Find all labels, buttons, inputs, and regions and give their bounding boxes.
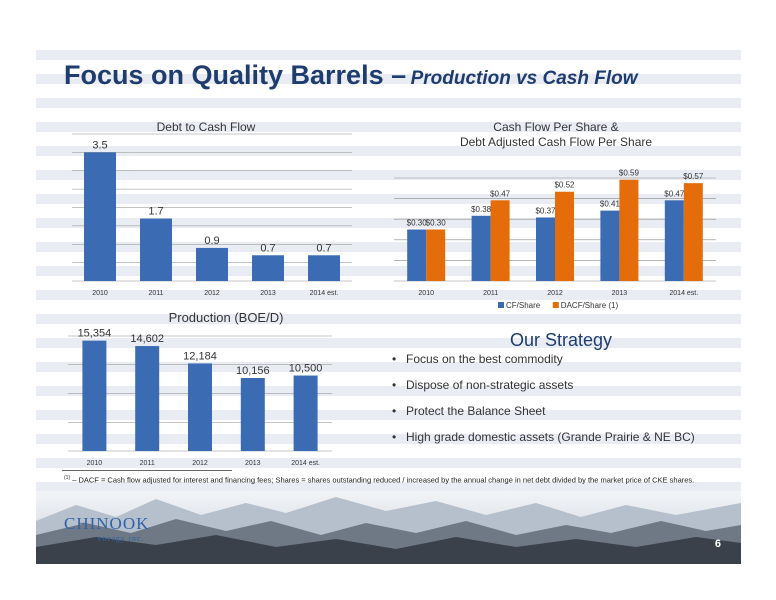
strategy-item: • High grade domestic assets (Grande Prai… (392, 430, 695, 456)
bar (84, 152, 116, 281)
tick-label: 2012 (204, 290, 220, 297)
cashflow-chart-title-line1: Cash Flow Per Share & (493, 120, 619, 134)
bar (188, 363, 212, 451)
cashflow-chart-title-line2: Debt Adjusted Cash Flow Per Share (459, 135, 653, 149)
bullet-icon: • (392, 352, 397, 366)
data-label: 10,500 (289, 363, 323, 375)
tick-label: 2014 est. (291, 460, 320, 467)
bar (536, 217, 555, 281)
data-label: 1.7 (148, 206, 163, 218)
tick-label: 2011 (140, 460, 155, 467)
footnote-divider (62, 470, 232, 471)
data-label: $0.37 (535, 206, 556, 215)
data-label: 0.9 (204, 235, 219, 247)
bar (293, 375, 318, 451)
legend-label: DACF/Share (1) (561, 301, 619, 310)
debt-to-cash-flow-chart: 3.5 2010 1.7 2011 0.9 2012 0.7 2013 0.7 2014 est.… (68, 133, 716, 467)
tick-label: 2013 (245, 460, 261, 467)
data-label: $0.30 (426, 219, 447, 228)
slide-title-main: Focus on Quality Barrels – (64, 60, 407, 90)
strategy-item: • Protect the Balance Sheet (392, 404, 695, 430)
bar (252, 255, 284, 281)
slide-title-sub: Production vs Cash Flow (410, 68, 638, 89)
strategy-item-text: High grade domestic assets (Grande Prair… (406, 430, 695, 444)
cashflow-chart-title: Cash Flow Per Share & Debt Adjusted Cash… (396, 120, 716, 150)
bar (240, 378, 265, 451)
tick-label: 2010 (92, 290, 108, 297)
data-label: $0.57 (683, 172, 704, 181)
bar (471, 215, 491, 281)
bar (308, 255, 340, 281)
data-label: $0.47 (664, 189, 685, 198)
tick-label: 2013 (260, 290, 276, 297)
data-label: $0.38 (471, 205, 492, 214)
logo-tagline: energy inc. (98, 534, 145, 543)
strategy-title: Our Strategy (510, 330, 613, 350)
bar (555, 191, 574, 281)
tick-label: 2014 est. (669, 290, 698, 297)
bar (135, 346, 160, 451)
tick-label: 2010 (87, 460, 103, 467)
data-label: 14,602 (130, 333, 164, 345)
tick-label: 2012 (547, 290, 563, 297)
bar (490, 200, 510, 281)
production-chart-title: Production (BOE/D) (168, 310, 284, 325)
tick-label: 2011 (148, 290, 163, 297)
legend-swatch (552, 302, 559, 308)
bullet-icon: • (392, 404, 397, 418)
bar (196, 247, 228, 281)
data-label: 3.5 (92, 139, 107, 151)
data-label: $0.30 (407, 219, 428, 228)
data-label: $0.41 (600, 200, 621, 209)
footnote-marker: (1) (64, 475, 71, 481)
bar (407, 229, 427, 281)
data-label: 12,184 (183, 350, 217, 362)
data-label: 0.7 (316, 242, 331, 254)
data-label: $0.52 (554, 181, 575, 190)
bullet-icon: • (392, 430, 397, 444)
data-label: 10,156 (236, 365, 270, 377)
tick-label: 2013 (612, 290, 628, 297)
logo-name: CHINOOK (64, 514, 150, 533)
bar (426, 229, 446, 281)
bar (140, 218, 172, 281)
mountain-banner (36, 491, 741, 564)
bar (664, 200, 684, 281)
data-label: 0.7 (260, 242, 275, 254)
strategy-item: • Dispose of non-strategic assets (392, 378, 695, 404)
tick-label: 2011 (483, 290, 498, 297)
strategy-list: • Focus on the best commodity • Dispose of… (392, 352, 695, 456)
bar (683, 183, 703, 281)
data-label: 15,354 (78, 328, 112, 340)
bullet-icon: • (392, 378, 397, 392)
tick-label: 2014 est. (310, 290, 339, 297)
strategy-item: • Focus on the best commodity (392, 352, 695, 378)
footnote-text: – DACF = Cash flow adjusted for interest… (70, 475, 695, 485)
chinook-logo: CHINOOK energy inc. (64, 514, 150, 543)
legend-swatch (498, 302, 504, 308)
tick-label: 2010 (418, 290, 434, 297)
legend-label: CF/Share (506, 301, 541, 310)
tick-label: 2012 (192, 460, 208, 467)
bar (619, 179, 639, 281)
slide: Focus on Quality Barrels – Production vs… (36, 36, 741, 564)
data-label: $0.47 (490, 189, 511, 198)
debt-chart-title: Debt to Cash Flow (156, 120, 256, 134)
bar (600, 210, 620, 281)
slide-title: Focus on Quality Barrels – Production vs… (64, 60, 638, 91)
strategy-item-text: Dispose of non-strategic assets (406, 378, 574, 392)
page-number: 6 (714, 538, 721, 550)
strategy-item-text: Focus on the best commodity (406, 352, 563, 366)
footnote: (1) – DACF = Cash flow adjusted for inte… (64, 475, 694, 485)
strategy-item-text: Protect the Balance Sheet (406, 404, 546, 418)
bar (82, 340, 107, 451)
data-label: $0.59 (619, 169, 640, 178)
